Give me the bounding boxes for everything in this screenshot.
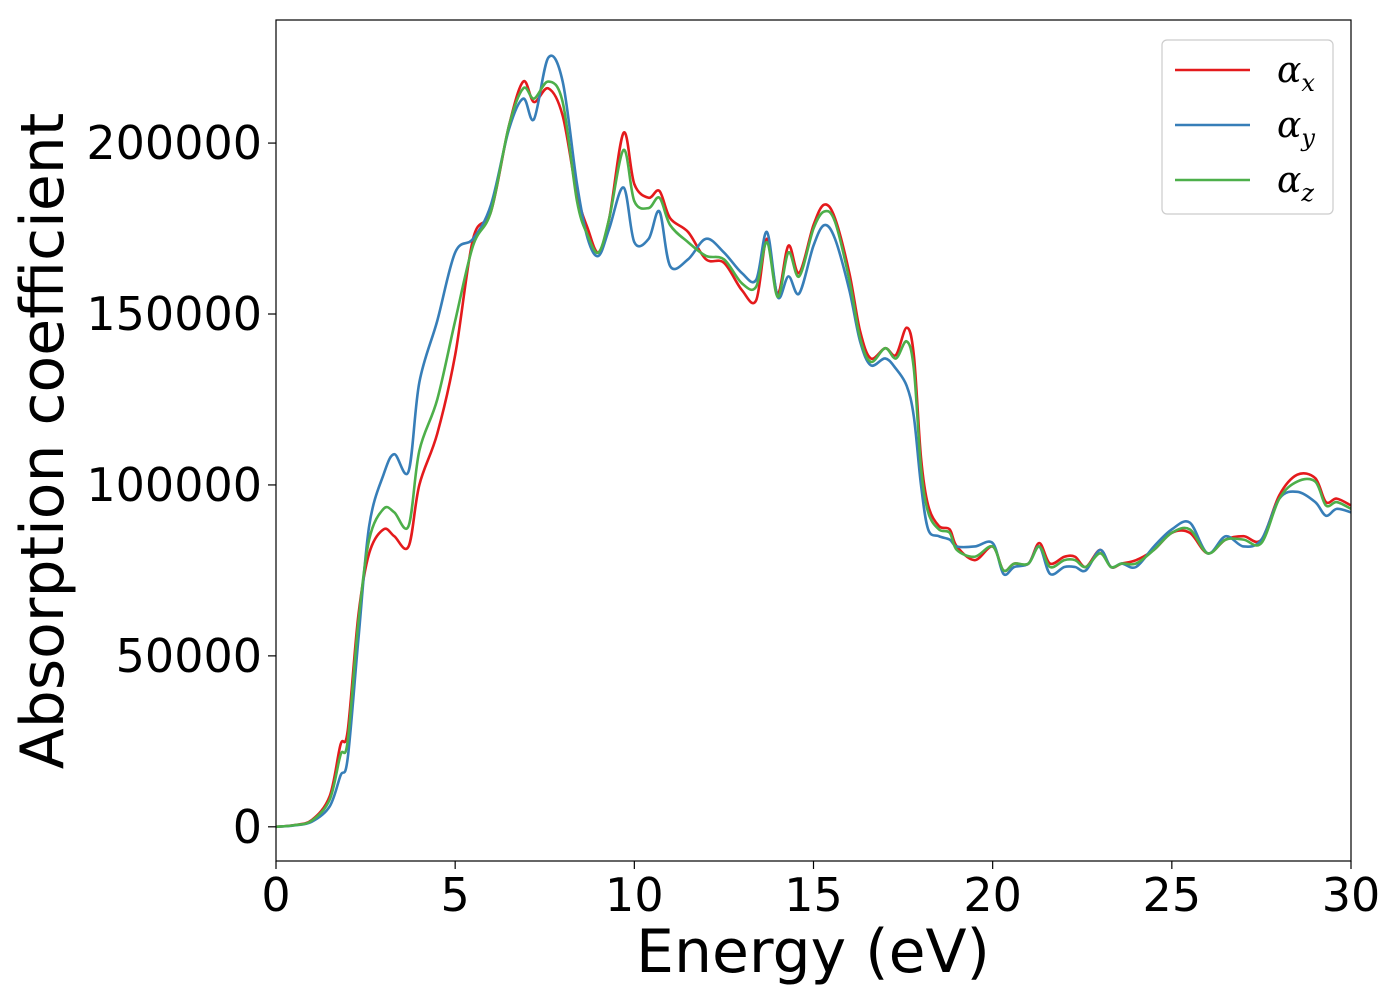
y-tick-label: 100000	[86, 458, 262, 512]
series-layer	[275, 54, 1352, 829]
x-axis: 0 5 10 15 20 25 30	[261, 861, 1380, 922]
y-axis: 0 50000 100000 150000 200000	[86, 116, 276, 854]
y-tick-label: 200000	[86, 116, 262, 170]
y-tick-label: 150000	[86, 287, 262, 341]
legend-box	[1161, 39, 1334, 215]
x-tick-label: 0	[261, 868, 290, 922]
legend-label-alpha-x: αx	[1277, 50, 1315, 97]
x-tick-label: 20	[963, 868, 1022, 922]
x-tick-label: 30	[1322, 868, 1381, 922]
series-line-alpha-z	[275, 80, 1352, 829]
series-line-alpha-y	[275, 54, 1352, 829]
x-tick-label: 25	[1143, 868, 1202, 922]
y-tick-label: 50000	[116, 629, 262, 683]
y-tick-label: 0	[233, 800, 262, 854]
y-axis-label: Absorption coefficient	[8, 113, 78, 770]
x-tick-label: 10	[605, 868, 664, 922]
x-tick-label: 15	[784, 868, 843, 922]
x-axis-label: Energy (eV)	[636, 917, 990, 987]
x-tick-label: 5	[441, 868, 470, 922]
